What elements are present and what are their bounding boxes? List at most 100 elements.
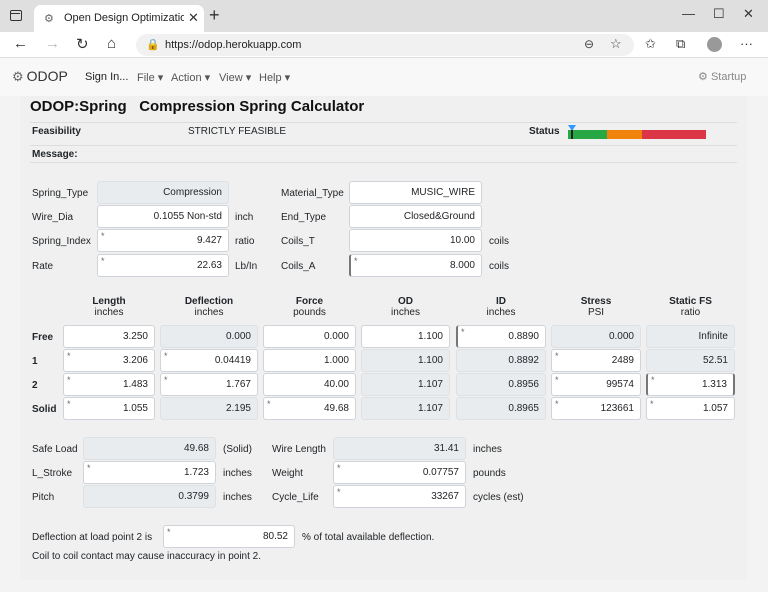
solid-force-field[interactable]: * 49.68 [263, 397, 356, 420]
col-length-name: Length [92, 296, 126, 307]
solid-length-field[interactable]: * 1.055 [63, 397, 155, 420]
col-force-unit: pounds [293, 307, 326, 318]
page-title-main: ODOP:Spring [30, 98, 127, 115]
p2-od-field: 1.107 [361, 373, 450, 396]
coils-a-field[interactable]: * 8.000 [349, 254, 482, 277]
p1-deflection-field[interactable]: * 0.04419 [160, 349, 258, 372]
asterisk-icon: * [87, 463, 91, 473]
spring-index-unit: ratio [235, 236, 255, 247]
col-static-fs-header: Static FS ratio [646, 296, 735, 318]
odop-favicon-icon: ⚙ [44, 13, 54, 25]
deflection-percent-value: 80.52 [262, 531, 288, 542]
startup-link[interactable]: ⚙ Startup [698, 70, 746, 83]
spring-logo-icon: ⚙ [12, 69, 24, 84]
rate-field[interactable]: * 22.63 [97, 254, 229, 277]
asterisk-icon: * [67, 351, 71, 361]
brand[interactable]: ⚙ ODOP [12, 68, 68, 85]
url-text[interactable]: https://odop.herokuapp.com [165, 39, 302, 51]
spring-type-field[interactable]: Compression [97, 181, 229, 204]
cycle-life-label: Cycle_Life [272, 492, 319, 503]
favorite-star-icon[interactable]: ☆ [610, 36, 622, 51]
url-bar[interactable]: 🔒 https://odop.herokuapp.com ⊖ ☆ [136, 34, 634, 56]
menu-view[interactable]: View ▾ [219, 72, 252, 84]
tab-actions-icon[interactable] [10, 10, 22, 21]
menu-help[interactable]: Help ▾ [259, 72, 291, 84]
sign-in-link[interactable]: Sign In... [85, 71, 129, 83]
col-deflection-name: Deflection [184, 296, 234, 307]
coils-t-field[interactable]: 10.00 [349, 229, 482, 252]
free-id-field[interactable]: * 0.8890 [456, 325, 546, 348]
free-force-field[interactable]: 0.000 [263, 325, 356, 348]
status-marker-line [571, 130, 573, 139]
feasibility-value: STRICTLY FEASIBLE [188, 126, 286, 137]
zoom-icon[interactable]: ⊖ [584, 37, 595, 51]
asterisk-icon: * [337, 463, 341, 473]
row-2-label: 2 [32, 380, 38, 391]
feasibility-label: Feasibility [32, 126, 81, 137]
p2-stress-field[interactable]: * 99574 [551, 373, 641, 396]
p1-stress-field[interactable]: * 2489 [551, 349, 641, 372]
solid-static-fs-field[interactable]: * 1.057 [646, 397, 735, 420]
profile-avatar[interactable] [707, 37, 722, 52]
menu-file[interactable]: File ▾ [137, 72, 164, 84]
wire-dia-field[interactable]: 0.1055 Non-std [97, 205, 229, 228]
pitch-field: 0.3799 [83, 485, 216, 508]
solid-static-fs-value: 1.057 [702, 403, 728, 414]
collections-icon[interactable]: ⧉ [676, 36, 686, 51]
p1-force-field[interactable]: 1.000 [263, 349, 356, 372]
asterisk-icon: * [555, 399, 559, 409]
cycle-life-value: 33267 [431, 491, 459, 502]
end-type-select[interactable]: Closed&Ground [349, 205, 482, 228]
l-stroke-field[interactable]: * 1.723 [83, 461, 216, 484]
asterisk-icon: * [651, 375, 655, 385]
free-od-field[interactable]: 1.100 [361, 325, 450, 348]
l-stroke-unit: inches [223, 468, 252, 479]
deflection-percent-field[interactable]: * 80.52 [163, 525, 295, 548]
minimize-icon[interactable]: — [682, 6, 695, 21]
back-icon[interactable]: ← [13, 35, 28, 52]
asterisk-icon: * [67, 399, 71, 409]
material-type-select[interactable]: MUSIC_WIRE [349, 181, 482, 204]
col-id-unit: inches [486, 307, 516, 318]
spring-index-value: 9.427 [196, 235, 222, 246]
solid-stress-value: 123661 [600, 403, 634, 414]
weight-field[interactable]: * 0.07757 [333, 461, 466, 484]
asterisk-icon: * [337, 487, 341, 497]
browser-tab[interactable]: ⚙ Open Design Optimization Platfo ✕ [34, 5, 204, 32]
col-static-fs-unit: ratio [680, 307, 701, 318]
coils-t-label: Coils_T [281, 236, 315, 247]
menu-action[interactable]: Action ▾ [171, 72, 211, 84]
free-length-field[interactable]: 3.250 [63, 325, 155, 348]
p2-force-field[interactable]: 40.00 [263, 373, 356, 396]
menu-view-label: View [219, 72, 243, 84]
asterisk-icon: * [164, 351, 168, 361]
col-id-header: ID inches [456, 296, 546, 318]
refresh-icon[interactable]: ↻ [76, 36, 89, 53]
wire-dia-label: Wire_Dia [32, 212, 74, 223]
lock-icon[interactable]: 🔒 [146, 39, 160, 51]
new-tab-icon[interactable]: + [209, 5, 220, 25]
menu-action-label: Action [171, 72, 202, 84]
favorites-icon[interactable]: ✩ [645, 36, 656, 51]
more-menu-icon[interactable]: ··· [740, 36, 753, 51]
p1-length-field[interactable]: * 3.206 [63, 349, 155, 372]
p2-static-fs-field[interactable]: * 1.313 [646, 373, 735, 396]
p2-length-field[interactable]: * 1.483 [63, 373, 155, 396]
close-tab-icon[interactable]: ✕ [188, 10, 199, 25]
p2-deflection-field[interactable]: * 1.767 [160, 373, 258, 396]
col-static-fs-name: Static FS [669, 296, 712, 307]
coils-a-unit: coils [489, 261, 510, 272]
col-deflection-unit: inches [194, 307, 224, 318]
p2-deflection-value: 1.767 [225, 379, 251, 390]
window-close-icon[interactable]: ✕ [743, 6, 754, 21]
spring-index-field[interactable]: * 9.427 [97, 229, 229, 252]
solid-stress-field[interactable]: * 123661 [551, 397, 641, 420]
p1-length-value: 3.206 [122, 355, 148, 366]
home-icon[interactable]: ⌂ [107, 35, 117, 52]
maximize-icon[interactable]: ☐ [713, 6, 725, 21]
address-toolbar: ← → ↻ ⌂ 🔒 https://odop.herokuapp.com ⊖ ☆… [0, 32, 768, 58]
app-navbar: ⚙ ODOP Sign In... File ▾ Action ▾ View ▾ … [0, 58, 768, 96]
free-static-fs-field: Infinite [646, 325, 735, 348]
p1-deflection-value: 0.04419 [214, 355, 251, 366]
cycle-life-field[interactable]: * 33267 [333, 485, 466, 508]
